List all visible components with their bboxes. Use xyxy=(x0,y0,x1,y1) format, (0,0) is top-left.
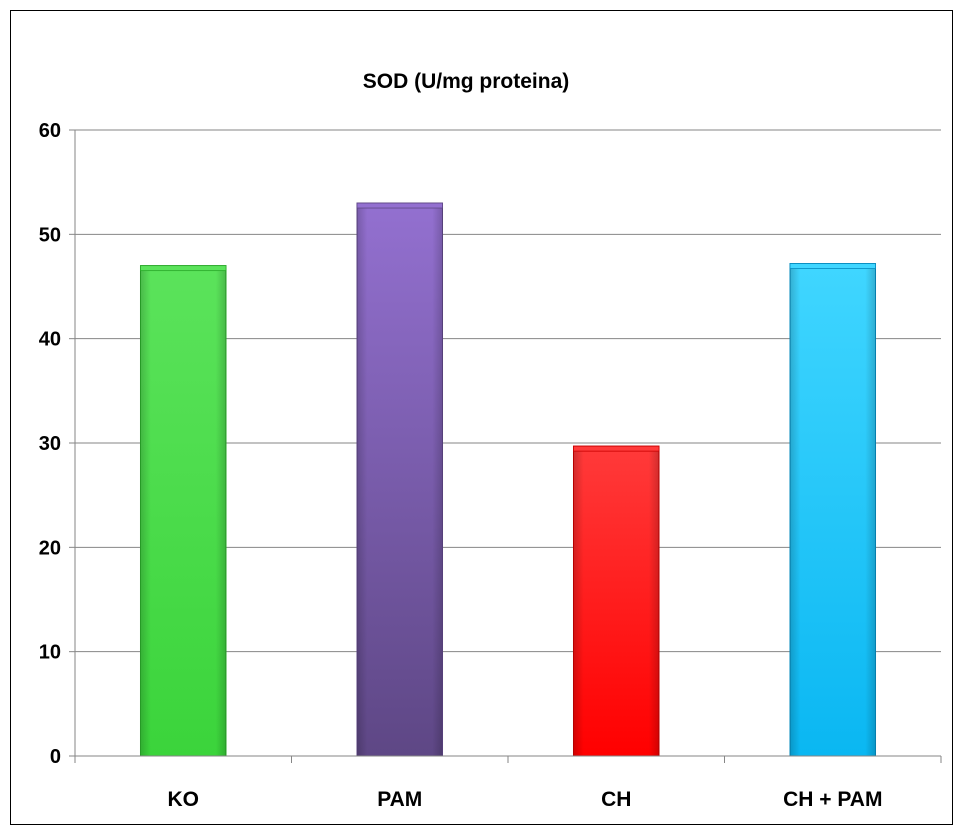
bar-shading xyxy=(573,446,660,756)
x-axis xyxy=(74,755,942,763)
bar-top-cap xyxy=(140,265,227,272)
y-axis-ticks: 0 10 20 30 40 50 60 xyxy=(39,120,76,768)
x-tick-label: CH xyxy=(601,788,631,811)
y-tick-label: 20 xyxy=(39,537,61,559)
y-tick-label: 40 xyxy=(39,329,61,351)
chart-frame: SOD (U/mg proteina) 0 10 20 30 40 50 60 KO PAM C… xyxy=(10,10,953,825)
x-tick-label: CH + PAM xyxy=(783,788,882,811)
bars xyxy=(139,202,877,757)
y-tick-label: 10 xyxy=(39,642,61,664)
bar-shading xyxy=(140,265,227,756)
y-tick-label: 60 xyxy=(39,120,61,142)
x-tick-label: PAM xyxy=(377,788,422,811)
bar-shading xyxy=(789,263,876,756)
bar-chart: SOD (U/mg proteina) 0 10 20 30 40 50 60 KO PAM C… xyxy=(39,70,942,811)
bar-top-cap xyxy=(789,263,876,269)
bar-top-cap xyxy=(356,202,443,209)
bar-shading xyxy=(356,203,443,757)
y-tick-label: 0 xyxy=(50,746,61,768)
chart-title: SOD (U/mg proteina) xyxy=(363,70,570,93)
y-tick-label: 30 xyxy=(39,433,61,455)
y-tick-label: 50 xyxy=(39,224,61,246)
bar-top-cap xyxy=(573,445,660,452)
x-tick-label: KO xyxy=(168,788,200,811)
x-axis-labels: KO PAM CH CH + PAM xyxy=(168,788,883,811)
